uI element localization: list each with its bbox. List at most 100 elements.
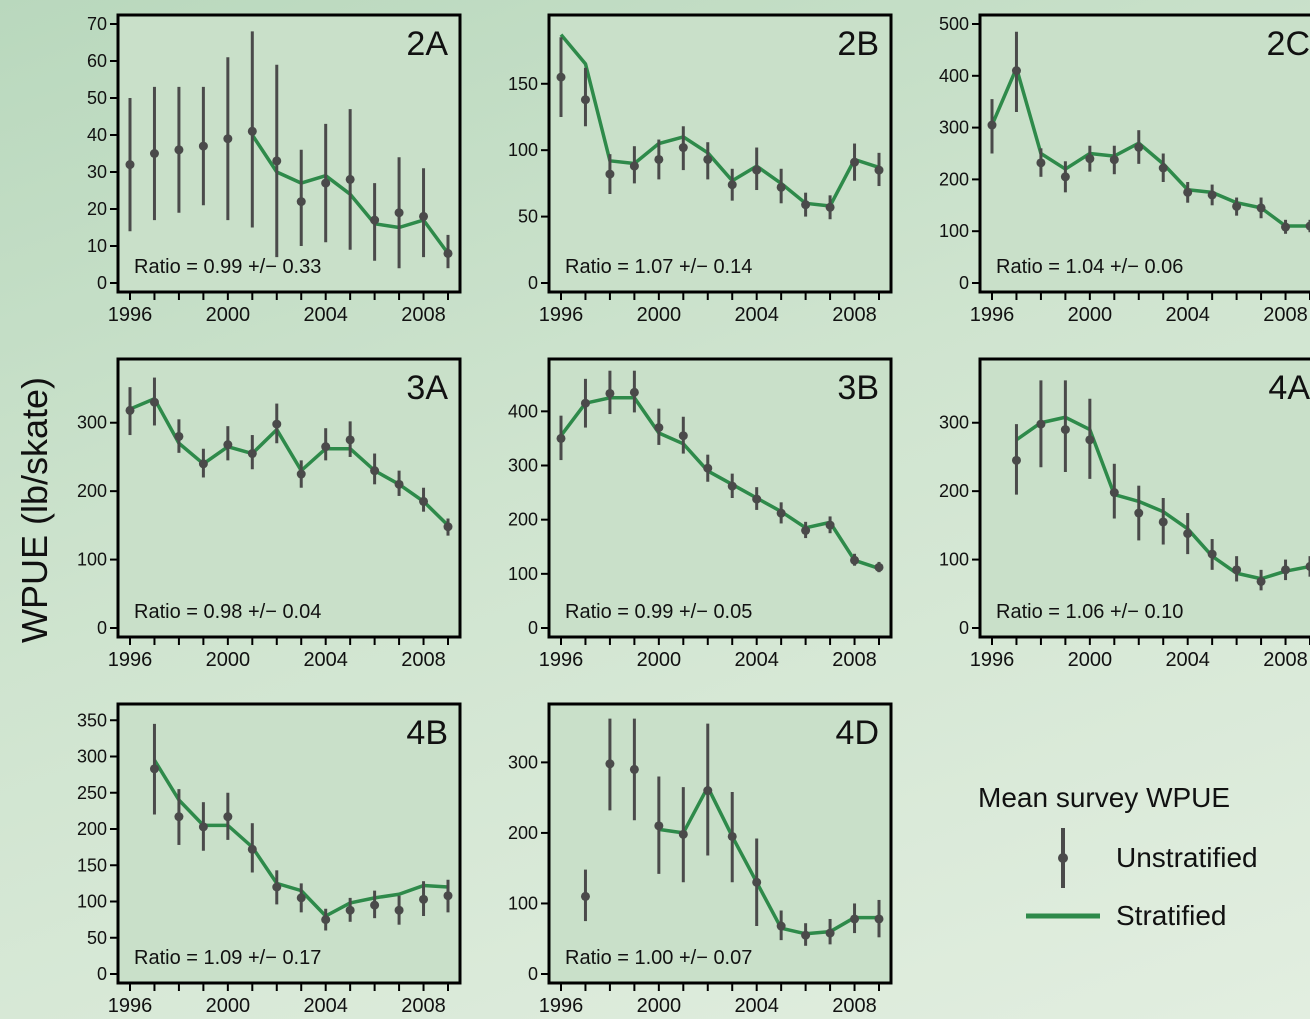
y-tick-label-4a: 100 (939, 550, 969, 570)
x-tick-label-4b: 2004 (303, 995, 348, 1017)
point-3b-2009 (874, 562, 884, 572)
point-2b-2003 (727, 180, 737, 190)
point-4b-1998 (174, 812, 184, 822)
point-2b-2000 (654, 154, 664, 164)
x-tick-label-3a: 2000 (206, 649, 251, 671)
point-2c-2003 (1158, 163, 1168, 173)
ratio-text-3a: Ratio = 0.98 +/− 0.04 (134, 601, 321, 623)
point-4b-2004 (321, 915, 331, 925)
y-tick-label-4a: 200 (939, 481, 969, 501)
point-2c-2002 (1134, 142, 1144, 152)
point-4d-2002 (703, 786, 713, 796)
y-tick-label-4d: 100 (508, 893, 538, 913)
point-3b-1996 (556, 433, 566, 443)
point-4a-1997 (1011, 455, 1021, 465)
point-2c-1999 (1060, 172, 1070, 182)
y-tick-label-2a: 50 (87, 88, 107, 108)
point-4d-2005 (776, 921, 786, 931)
x-tick-label-3b: 1996 (539, 649, 584, 671)
point-2b-1998 (605, 169, 615, 179)
point-4b-1997 (149, 764, 159, 774)
point-4a-2001 (1109, 488, 1119, 498)
point-2c-2008 (1281, 222, 1291, 232)
x-tick-label-4a: 1996 (970, 649, 1015, 671)
y-tick-label-2c: 200 (939, 169, 969, 189)
point-3a-2007 (394, 479, 404, 489)
point-2c-2001 (1109, 155, 1119, 165)
panel-2c: 0 100 200 300 400 500 1996 2000 2004 2008 2C Ratio … (939, 13, 1310, 326)
y-tick-label-4b: 100 (77, 892, 107, 912)
legend-unstratified-point (1058, 853, 1068, 863)
plot-marks-2b: 2B Ratio = 1.07 +/− 0.14 (556, 25, 884, 278)
point-2b-2004 (752, 165, 762, 175)
point-4d-2004 (752, 877, 762, 887)
plot-marks-4d: 4D Ratio = 1.00 +/− 0.07 (565, 714, 884, 969)
point-2a-2004 (321, 178, 331, 188)
panel-4b: 0 50 100 150 200 250 300 350 1996 2000 2004 2008 4B R… (77, 702, 462, 1017)
point-4a-2006 (1232, 565, 1242, 575)
plot-marks-2a: 2A Ratio = 0.99 +/− 0.33 (125, 25, 453, 278)
ratio-text-3b: Ratio = 0.99 +/− 0.05 (565, 601, 752, 623)
panel-label-3a: 3A (406, 369, 448, 407)
y-tick-label-4b: 0 (97, 964, 107, 984)
plot-marks-3b: 3B Ratio = 0.99 +/− 0.05 (556, 369, 884, 623)
y-tick-label-2a: 0 (97, 273, 107, 293)
ratio-text-4b: Ratio = 1.09 +/− 0.17 (134, 947, 321, 969)
point-4b-2003 (296, 893, 306, 903)
point-3b-2007 (825, 520, 835, 530)
point-3a-1999 (198, 459, 208, 469)
panel-label-2b: 2B (837, 25, 879, 63)
x-tick-label-2c: 2008 (1263, 304, 1308, 326)
point-4b-2000 (223, 812, 233, 822)
point-3a-2006 (370, 466, 380, 476)
x-tick-label-2a: 2008 (401, 304, 446, 326)
point-4d-1999 (629, 764, 639, 774)
y-tick-label-3b: 200 (508, 510, 538, 530)
point-4b-2009 (443, 891, 453, 901)
x-tick-label-2b: 2000 (637, 304, 682, 326)
y-tick-label-4b: 350 (77, 710, 107, 730)
stratified-line-3a (129, 397, 450, 527)
point-3b-2003 (727, 481, 737, 491)
y-tick-label-3b: 400 (508, 401, 538, 421)
point-3a-2000 (223, 440, 233, 450)
point-4a-2000 (1085, 435, 1095, 445)
point-4a-2004 (1183, 529, 1193, 539)
y-tick-label-3a: 100 (77, 550, 107, 570)
x-tick-label-3b: 2004 (734, 649, 779, 671)
point-4a-1998 (1036, 419, 1046, 429)
point-4a-2005 (1207, 549, 1217, 559)
point-2c-1998 (1036, 158, 1046, 168)
y-tick-label-4d: 0 (528, 964, 538, 984)
x-tick-label-2c: 2000 (1068, 304, 1113, 326)
ratio-text-2b: Ratio = 1.07 +/− 0.14 (565, 256, 752, 278)
plot-area-2b (547, 13, 893, 294)
point-2a-2005 (345, 174, 355, 184)
plot-area-4b (116, 702, 462, 985)
panel-label-4a: 4A (1268, 369, 1310, 407)
y-tick-label-2b: 150 (508, 74, 538, 94)
point-4d-1998 (605, 759, 615, 769)
point-2a-2006 (370, 215, 380, 225)
y-tick-label-4b: 300 (77, 747, 107, 767)
point-3a-2002 (272, 419, 282, 429)
x-tick-label-3a: 2008 (401, 649, 446, 671)
panel-label-4b: 4B (406, 714, 448, 752)
panel-3a: 0 100 200 300 1996 2000 2004 2008 3A Ratio = 0.98… (77, 357, 462, 671)
point-3b-1998 (605, 388, 615, 398)
x-tick-label-2c: 2004 (1165, 304, 1210, 326)
point-4d-2009 (874, 914, 884, 924)
point-2b-1999 (629, 161, 639, 171)
point-2c-2004 (1183, 187, 1193, 197)
point-3b-1999 (629, 387, 639, 397)
point-2a-2001 (247, 126, 257, 136)
point-3a-1997 (149, 397, 159, 407)
legend: Mean survey WPUE Unstratified Stratified (978, 780, 1310, 950)
point-2b-1997 (580, 95, 590, 105)
x-tick-label-4d: 2004 (734, 995, 779, 1017)
point-4d-2000 (654, 821, 664, 831)
y-tick-label-2a: 20 (87, 199, 107, 219)
point-3a-1998 (174, 431, 184, 441)
y-axis-label: WPUE (lb/skate) (14, 376, 55, 644)
point-2c-1996 (987, 120, 997, 130)
